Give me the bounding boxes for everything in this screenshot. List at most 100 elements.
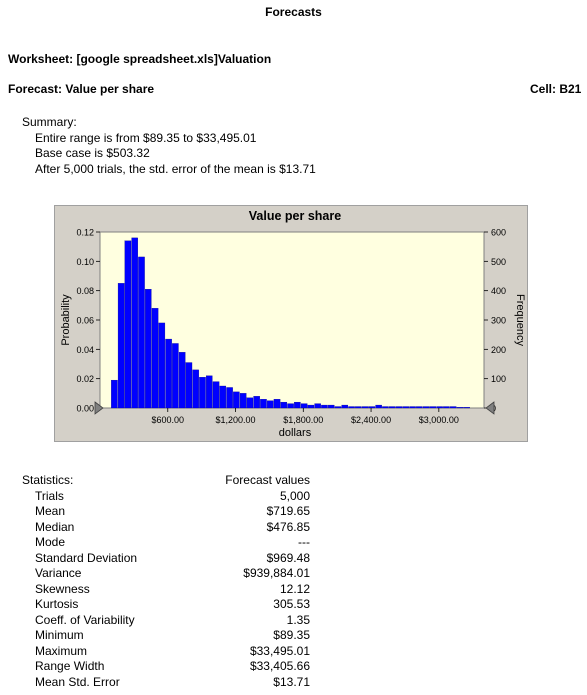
- histogram-bar: [253, 396, 260, 409]
- histogram-bar: [172, 343, 179, 409]
- x-tick-label: $600.00: [151, 415, 184, 425]
- histogram-bar: [226, 387, 233, 409]
- chart-title: Value per share: [249, 209, 341, 223]
- y-axis-label-right: Frequency: [514, 294, 526, 346]
- stat-value: $89.35: [273, 628, 310, 642]
- stat-row-kurtosis: Kurtosis 305.53: [22, 597, 322, 613]
- histogram-bar: [382, 406, 389, 409]
- y-tick-label-right: 200: [491, 345, 506, 355]
- forecast-chart: Value per share 0.12 0.10 0.08 0.06 0.04 0.02…: [54, 205, 528, 442]
- summary-section: Summary: Entire range is from $89.35 to …: [22, 115, 316, 177]
- y-tick-label-left: 0.06: [76, 316, 94, 326]
- histogram-bar: [341, 404, 349, 409]
- stat-value: $33,495.01: [249, 643, 310, 658]
- stat-row-maximum: Maximum $33,495.01: [22, 644, 322, 660]
- histogram-bar: [388, 406, 396, 409]
- histogram-bar: [416, 406, 423, 409]
- histogram-bar: [368, 406, 376, 409]
- histogram-bar: [138, 256, 145, 409]
- y-axis-label-left: Probability: [60, 294, 72, 346]
- stat-label: Mean Std. Error: [35, 674, 120, 689]
- summary-std-error-line: After 5,000 trials, the std. error of th…: [35, 161, 316, 176]
- stat-label: Variance: [35, 566, 82, 580]
- x-axis-label: dollars: [279, 427, 312, 439]
- summary-base-case-line: Base case is $503.32: [35, 146, 150, 160]
- histogram-bar: [206, 375, 213, 409]
- stat-row-trials: Trials 5,000: [22, 489, 322, 505]
- histogram-bar: [449, 406, 457, 409]
- stat-label: Mean: [35, 504, 66, 518]
- summary-heading: Summary:: [22, 115, 77, 129]
- base-case-left-marker[interactable]: [94, 401, 104, 415]
- histogram-bar: [355, 406, 362, 409]
- histogram-bar: [361, 406, 369, 409]
- statistics-header-label: Statistics:: [22, 473, 74, 487]
- stat-row-mean: Mean $719.65: [22, 504, 322, 520]
- y-tick-label-left: 0.00: [76, 404, 94, 414]
- stat-label: Skewness: [35, 581, 90, 596]
- histogram-bar: [395, 406, 403, 409]
- stat-row-mode: Mode ---: [22, 535, 322, 551]
- y-tick-label-right: 100: [491, 374, 506, 384]
- histogram-bar: [294, 401, 301, 409]
- worksheet-name: Worksheet: [google spreadsheet.xls]Valua…: [8, 52, 272, 66]
- stat-label: Kurtosis: [35, 597, 79, 611]
- x-tick-label: $1,200.00: [216, 415, 256, 425]
- histogram-bar: [280, 401, 288, 409]
- stat-value: $476.85: [266, 519, 310, 534]
- y-tick-label-left: 0.12: [76, 228, 94, 238]
- stat-label: Trials: [35, 488, 64, 503]
- histogram-bar: [212, 381, 220, 409]
- y-tick-label-left: 0.04: [76, 345, 94, 355]
- base-case-right-marker[interactable]: [485, 401, 495, 415]
- stat-label: Standard Deviation: [35, 550, 138, 565]
- stat-value: $13.71: [273, 674, 310, 689]
- histogram-bar: [375, 404, 382, 409]
- histogram-bar: [145, 289, 152, 409]
- stat-value: ---: [298, 535, 310, 549]
- stat-row-minimum: Minimum $89.35: [22, 628, 322, 644]
- y-tick-label-left: 0.02: [76, 374, 94, 384]
- stat-value: $719.65: [266, 504, 310, 518]
- stat-value: 5,000: [279, 488, 310, 503]
- stat-label: Range Width: [35, 659, 105, 673]
- histogram-bar: [111, 379, 118, 409]
- y-tick-label-left: 0.08: [76, 286, 94, 296]
- stat-row-mean-std-error: Mean Std. Error $13.71: [22, 675, 322, 691]
- histogram-bar: [300, 403, 308, 409]
- stat-label: Maximum: [35, 643, 88, 658]
- histogram-bar: [267, 400, 274, 409]
- histogram-bar: [246, 397, 254, 409]
- histogram-bar: [124, 240, 132, 409]
- stat-label: Coeff. of Variability: [35, 612, 135, 627]
- stat-value: 12.12: [279, 581, 310, 596]
- stat-value: $939,884.01: [243, 566, 310, 580]
- stat-value: $33,405.66: [249, 659, 310, 673]
- x-tick-label: $1,800.00: [283, 415, 323, 425]
- stat-label: Minimum: [35, 628, 84, 642]
- histogram-bar: [239, 393, 247, 409]
- histogram-bar: [409, 406, 416, 409]
- stat-value: 1.35: [286, 612, 310, 627]
- histogram-bar: [273, 399, 281, 409]
- cell-reference: Cell: B21: [530, 82, 582, 96]
- histogram-bar: [151, 308, 159, 409]
- stat-row-skewness: Skewness 12.12: [22, 582, 322, 598]
- stat-row-median: Median $476.85: [22, 520, 322, 536]
- stat-value: $969.48: [266, 550, 310, 565]
- histogram-bar: [178, 352, 186, 409]
- x-tick-label: $2,400.00: [351, 415, 391, 425]
- x-tick-label: $3,000.00: [419, 415, 459, 425]
- y-tick-label-right: 300: [491, 316, 506, 326]
- chart-canvas: Value per share 0.12 0.10 0.08 0.06 0.04 0.02…: [60, 209, 526, 439]
- histogram-bar: [158, 322, 166, 409]
- statistics-header-value: Forecast values: [225, 473, 310, 487]
- histogram-bar: [402, 406, 410, 409]
- histogram-bar: [131, 237, 138, 409]
- histogram-bar: [348, 406, 355, 409]
- histogram-bar: [456, 407, 464, 409]
- histogram-bar: [287, 403, 294, 409]
- histogram-bar: [185, 362, 193, 409]
- histogram-bar: [117, 283, 125, 409]
- stat-row-standard-deviation: Standard Deviation $969.48: [22, 551, 322, 567]
